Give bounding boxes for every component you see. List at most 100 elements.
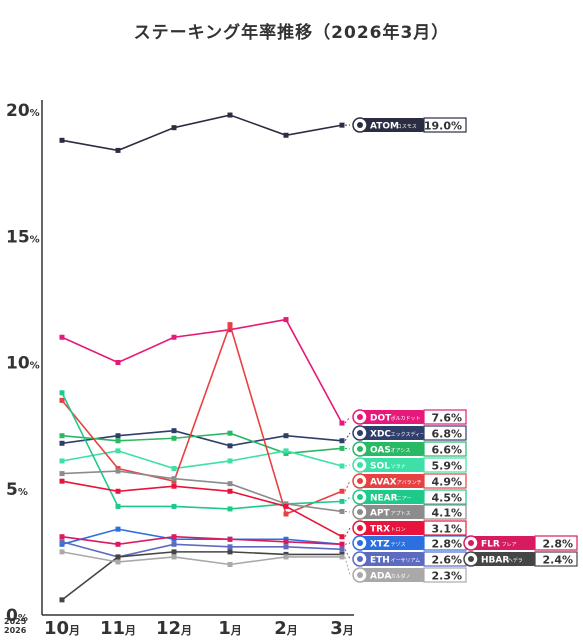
data-point-xdc-3 [227,443,233,449]
data-point-sol-1 [115,448,121,454]
series-line-dot [61,318,343,424]
data-point-dot-3 [227,327,233,333]
x-tick-label-3: 1月 [218,618,242,639]
data-point-apt-2 [171,476,177,482]
value-box-atom [423,117,467,133]
data-point-eth-2 [171,541,177,547]
series-line-sol [61,450,343,470]
data-point-atom-2 [171,125,177,131]
ticker-label-apt: APT [370,509,391,519]
data-point-xdc-2 [171,428,177,434]
data-point-flr-3 [227,536,233,542]
data-point-hbar-2 [171,549,177,555]
value-label-dot: 7.6% [431,412,462,425]
leader-line-trx [344,527,351,537]
kana-label-xtz: テゾス [391,542,406,548]
series-line-apt [61,470,343,513]
coin-icon-dot-xtz [357,540,363,546]
value-label-xtz: 2.8% [431,538,462,551]
coin-icon-dot-ada [357,572,363,578]
data-point-trx-0 [59,478,65,484]
coin-icon-dot-avax [357,478,363,484]
data-point-eth-0 [59,539,65,545]
kana-label-near: ニアー [397,496,412,502]
ticker-label-avax: AVAX [370,478,397,488]
data-point-trx-4 [283,503,289,509]
data-point-eth-4 [283,544,289,550]
ticker-label-xtz: XTZ [370,540,390,550]
data-point-xdc-4 [283,433,289,439]
data-point-xdc-1 [115,433,121,439]
data-point-oas-2 [171,435,177,441]
data-point-oas-4 [283,450,289,456]
leader-line-xdc [344,432,351,442]
data-point-near-5 [339,498,345,504]
value-box-near [423,489,467,505]
data-point-near-1 [115,503,121,509]
ticker-label-near: NEAR [370,494,398,504]
data-point-apt-5 [339,508,345,514]
kana-label-atom: コスモス [397,124,417,130]
coin-icon-dot-apt [357,509,363,515]
label-pill-atom [356,118,424,132]
y-tick-label-3: 15% [6,227,40,247]
data-point-near-0 [59,390,65,396]
leader-line-oas [344,447,351,450]
data-point-xtz-0 [59,541,65,547]
data-point-near-2 [171,503,177,509]
data-point-sol-3 [227,458,233,464]
data-point-eth-3 [227,544,233,550]
x-tick-label-0: 10月 [44,618,80,639]
data-point-apt-4 [283,501,289,507]
ticker-label-dot: DOT [370,414,392,424]
series-line-xtz [61,528,343,546]
data-point-avax-3 [227,322,233,328]
data-point-eth-5 [339,546,345,552]
value-box-flr [534,535,578,551]
data-point-avax-2 [171,478,177,484]
data-point-trx-1 [115,488,121,494]
data-point-hbar-1 [115,554,121,560]
value-box-oas [423,441,467,457]
data-point-oas-1 [115,438,121,444]
data-point-hbar-5 [339,551,345,557]
kana-label-xdc: エックスディーシー [391,431,435,438]
series-line-hbar [61,551,342,601]
coin-icon-dot-xdc [357,430,363,436]
data-point-sol-2 [171,466,177,472]
series-line-avax [61,322,343,516]
value-box-sol [423,457,467,473]
ticker-label-hbar: HBAR [481,556,509,566]
coin-icon-dot-trx [357,525,363,531]
label-pill-apt [356,505,424,519]
data-point-trx-3 [227,488,233,494]
data-point-dot-4 [283,317,289,323]
kana-label-dot: ポルカドット [391,415,421,422]
ticker-label-xdc: XDC [370,430,391,440]
data-point-ada-0 [59,549,65,555]
ticker-label-oas: OAS [370,446,391,456]
value-label-sol: 5.9% [431,460,462,473]
data-point-atom-0 [59,137,65,143]
leader-line-ada [344,556,351,576]
data-point-xtz-1 [115,526,121,532]
value-label-atom: 19.0% [424,120,462,133]
kana-label-ada: カルダノ [391,573,411,580]
kana-label-oas: オアシス [391,448,411,454]
label-pill-dot [356,410,424,424]
y-tick-label-1: 5% [6,480,28,500]
data-point-oas-0 [59,433,65,439]
series-line-oas [61,432,343,455]
data-point-atom-5 [339,122,345,128]
data-point-flr-0 [59,534,65,540]
y-tick-label-4: 20% [6,101,40,121]
data-point-avax-5 [339,488,345,494]
value-label-avax: 4.9% [431,476,462,489]
series-line-xdc [61,429,343,447]
x-tick-label-2: 12月 [156,618,192,639]
label-pill-avax [356,474,424,488]
ticker-label-flr: FLR [481,540,500,550]
data-point-hbar-3 [227,549,233,555]
data-point-xdc-0 [59,440,65,446]
